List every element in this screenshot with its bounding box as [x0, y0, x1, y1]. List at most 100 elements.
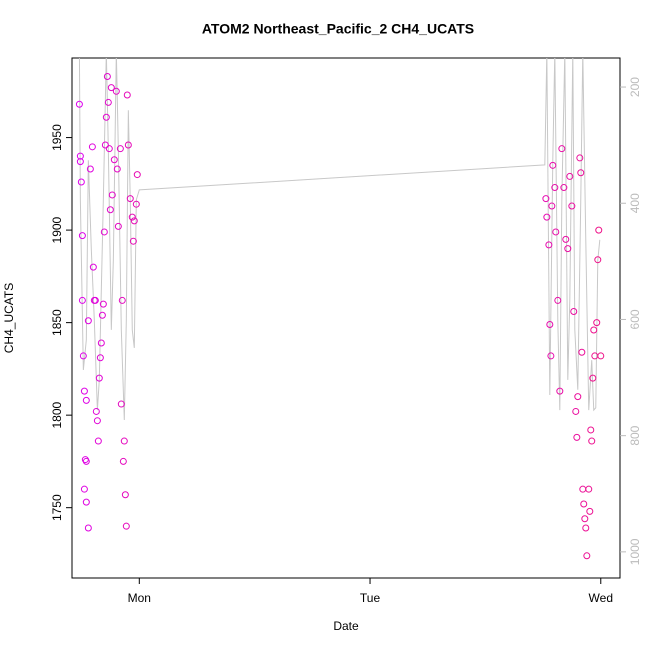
- data-point: [560, 184, 568, 192]
- data-point: [542, 195, 550, 203]
- y2-tick-label: 400: [628, 193, 642, 213]
- data-point: [91, 296, 99, 304]
- data-point: [585, 485, 593, 493]
- data-point: [568, 202, 576, 210]
- data-point: [95, 374, 103, 382]
- y-tick-label: 1850: [50, 309, 64, 336]
- data-point: [595, 226, 603, 234]
- y-axis-label: CH4_UCATS: [2, 283, 16, 353]
- data-point: [79, 352, 87, 360]
- data-point: [573, 433, 581, 441]
- plot-frame: [71, 57, 621, 579]
- data-point: [112, 87, 120, 95]
- y2-tick-label: 800: [628, 425, 642, 445]
- data-point: [126, 195, 134, 203]
- data-point: [116, 145, 124, 153]
- data-point: [552, 228, 560, 236]
- data-point: [594, 256, 602, 264]
- data-point: [580, 500, 588, 508]
- data-point: [124, 141, 132, 149]
- data-point: [548, 202, 556, 210]
- data-point: [586, 507, 594, 515]
- data-point: [99, 300, 107, 308]
- data-point: [75, 100, 83, 108]
- data-point: [129, 237, 137, 245]
- data-point: [122, 522, 130, 530]
- x-axis-label: Date: [333, 619, 359, 633]
- data-point: [589, 374, 597, 382]
- data-point: [97, 339, 105, 347]
- data-point: [80, 387, 88, 395]
- data-point: [576, 154, 584, 162]
- y-tick-label: 1950: [50, 124, 64, 151]
- data-point: [104, 98, 112, 106]
- data-point: [101, 141, 109, 149]
- data-point: [84, 317, 92, 325]
- pressure-line: [78, 58, 601, 420]
- data-point: [93, 417, 101, 425]
- data-point: [590, 326, 598, 334]
- data-point: [76, 158, 84, 166]
- x-tick-label: Tue: [360, 591, 381, 605]
- data-point: [583, 552, 591, 560]
- x-tick-label: Wed: [589, 591, 613, 605]
- data-point: [549, 161, 557, 169]
- data-point: [564, 245, 572, 253]
- data-point: [579, 485, 587, 493]
- data-point: [120, 437, 128, 445]
- data-point: [132, 200, 140, 208]
- y2-tick-label: 1000: [628, 538, 642, 565]
- data-point: [566, 172, 574, 180]
- data-point: [593, 319, 601, 327]
- data-point: [547, 352, 555, 360]
- data-point: [128, 213, 136, 221]
- data-point: [94, 437, 102, 445]
- data-point: [543, 213, 551, 221]
- data-point: [113, 165, 121, 173]
- y-tick-label: 1750: [50, 494, 64, 521]
- data-point: [588, 437, 596, 445]
- data-point: [84, 524, 92, 532]
- data-point: [98, 311, 106, 319]
- data-point: [107, 84, 115, 92]
- y2-tick-label: 200: [628, 77, 642, 97]
- data-point: [102, 113, 110, 121]
- data-point: [578, 348, 586, 356]
- data-point: [577, 169, 585, 177]
- data-point: [121, 491, 129, 499]
- data-point: [118, 296, 126, 304]
- data-point: [130, 217, 138, 225]
- data-point: [119, 457, 127, 465]
- data-point: [100, 228, 108, 236]
- data-point: [82, 457, 90, 465]
- data-point: [78, 296, 86, 304]
- data-point: [572, 407, 580, 415]
- data-point: [108, 191, 116, 199]
- y2-tick-label: 600: [628, 309, 642, 329]
- data-point: [551, 184, 559, 192]
- data-point: [562, 235, 570, 243]
- data-point: [103, 73, 111, 81]
- chart-title: ATOM2 Northeast_Pacific_2 CH4_UCATS: [202, 21, 474, 37]
- data-point: [88, 143, 96, 151]
- data-point: [92, 407, 100, 415]
- data-point: [89, 263, 97, 271]
- data-point: [82, 396, 90, 404]
- y-tick-label: 1800: [50, 401, 64, 428]
- data-point: [117, 400, 125, 408]
- data-point: [574, 393, 582, 401]
- data-point: [582, 524, 590, 532]
- data-point: [581, 515, 589, 523]
- data-point: [545, 241, 553, 249]
- data-point: [110, 156, 118, 164]
- x-tick-label: Mon: [128, 591, 151, 605]
- data-point: [546, 320, 554, 328]
- data-point: [556, 387, 564, 395]
- data-point: [106, 206, 114, 214]
- data-point: [77, 178, 85, 186]
- plot-area: [75, 58, 605, 560]
- data-point: [587, 426, 595, 434]
- data-point: [114, 222, 122, 230]
- data-point: [558, 145, 566, 153]
